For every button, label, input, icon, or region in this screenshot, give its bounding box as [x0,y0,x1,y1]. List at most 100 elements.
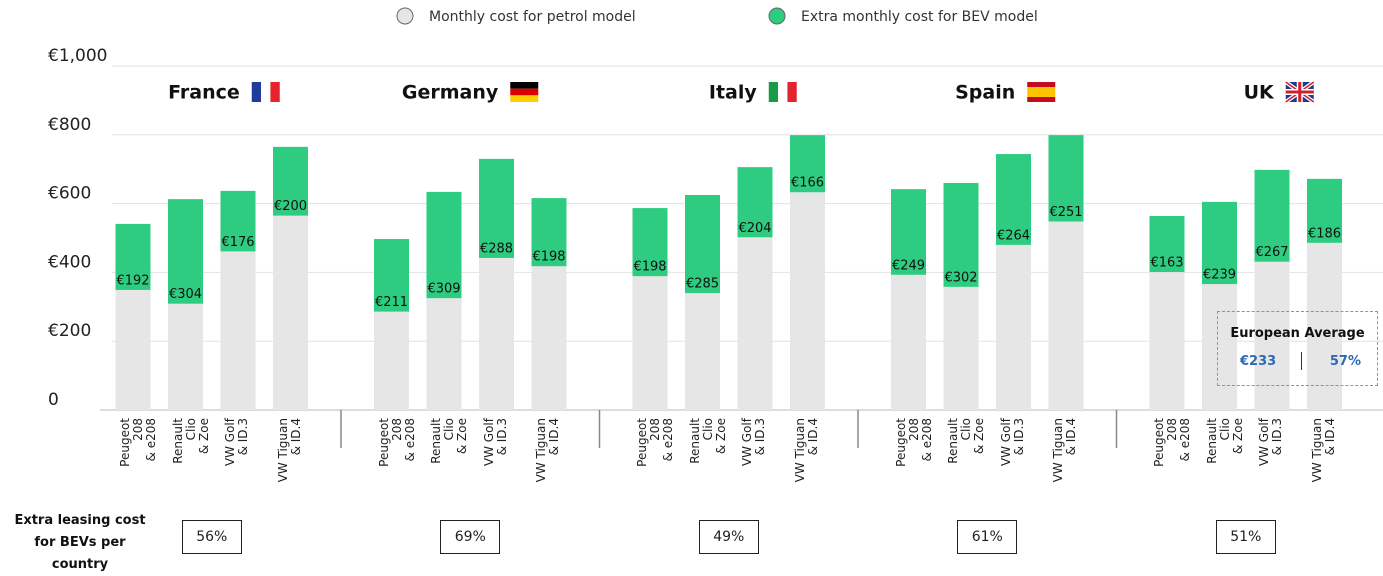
data-label: €264 [997,228,1030,243]
inset-title: European Average [1230,326,1365,341]
bar-segment [891,189,926,275]
data-label: €186 [1308,226,1341,241]
bar-segment [426,298,462,410]
x-tick-label: Renault Clio & Zoe [687,418,728,464]
bar-segment [115,223,151,290]
x-tick-label: Peugeot 208 & e208 [893,418,934,467]
flag-part [261,82,271,102]
flag [510,82,539,102]
data-label: €267 [1255,245,1288,260]
x-tick-label: VW Tiguan & ID.4 [534,418,561,483]
data-label: €239 [1203,268,1236,283]
legend-label: Monthly cost for petrol model [429,9,636,25]
data-label: €285 [686,277,719,292]
bar-segment [737,237,773,410]
x-tick-label: Renault Clio & Zoe [170,418,211,464]
flag-part [1027,87,1056,97]
flag-part [768,82,779,102]
bar-segment [479,257,514,410]
bar-segment [426,191,462,299]
group-title: Italy [709,82,757,104]
bar-segment [1048,135,1084,222]
group-title: Germany [402,82,499,104]
flag-part [510,88,539,96]
x-tick-label: VW Tiguan & ID.4 [1051,418,1078,483]
data-label: €304 [169,287,202,302]
bar-segment [943,182,979,287]
flag [1284,80,1315,104]
inset-share: 57% [1329,354,1361,369]
bar-segment [1149,215,1185,273]
flag-part [270,82,280,102]
flag-part [787,82,797,102]
data-label: €198 [633,260,666,275]
x-tick-label: Peugeot 208 & e208 [376,418,417,467]
x-tick-label: VW Tiguan & ID.4 [1309,418,1337,483]
y-tick-label: €600 [48,184,91,204]
bar-segment [1307,242,1342,410]
bar-segment [685,195,720,294]
bar-segment [1048,221,1084,410]
flag-part [510,82,539,89]
x-tick-label: Renault Clio & Zoe [946,418,986,464]
data-label: €288 [480,241,513,256]
bar-segment [1149,272,1185,410]
x-tick-label: VW Tiguan & ID.4 [792,418,820,483]
bar-segment [374,311,409,410]
bar-segment [531,266,567,410]
flag-part [251,82,262,102]
bar-segment [891,274,926,410]
group-average: 49% [698,520,759,554]
flag [251,82,280,102]
bar-segment [996,244,1031,410]
flag-part [1027,82,1056,87]
group-average: 51% [1215,520,1276,554]
x-tick-label: Peugeot 208 & e208 [118,418,158,467]
bar-segment [790,135,825,193]
data-label: €302 [944,270,977,285]
bar-segment [115,289,151,410]
x-tick-label: Peugeot 208 & e208 [1152,418,1192,467]
group-average: 56% [181,520,242,554]
y-tick-label: €400 [48,252,91,272]
x-tick-label: VW Golf & ID.3 [740,418,767,467]
bar-segment [943,286,979,410]
bar-segment [1202,284,1237,410]
flag [1027,82,1056,102]
data-label: €163 [1150,256,1183,271]
data-label: €251 [1049,205,1082,220]
data-label: €211 [375,295,408,310]
group-title: France [168,82,240,104]
data-label: €204 [738,221,771,236]
x-tick-label: VW Golf & ID.3 [998,418,1026,467]
data-label: €309 [427,282,460,297]
bar-segment [220,251,256,410]
bar-segment [996,154,1031,245]
x-tick-label: VW Tiguan & ID.4 [275,418,303,483]
bar-segment [685,293,720,410]
y-tick-label: 0 [48,390,59,410]
legend-label: Extra monthly cost for BEV model [801,9,1038,25]
bar-segment [737,167,773,238]
x-tick-label: VW Golf & ID.3 [223,418,250,467]
bar-segment [273,215,308,410]
bar-segment [479,158,514,258]
flag-part [778,82,788,102]
legend-marker [768,7,786,25]
group-title: UK [1244,82,1275,104]
data-label: €166 [791,176,824,191]
y-tick-label: €1,000 [48,46,107,66]
bar-segment [1307,178,1342,243]
bar-segment [632,208,668,277]
y-tick-label: €800 [48,115,91,135]
flag-part [1027,97,1056,102]
x-tick-label: Renault Clio & Zoe [1204,418,1245,464]
bar-segment [531,198,567,267]
data-label: €200 [274,199,307,214]
bar-segment [168,303,203,410]
x-tick-label: Renault Clio & Zoe [429,418,469,464]
y-tick-label: €200 [48,321,91,341]
x-tick-label: VW Golf & ID.3 [481,418,509,467]
